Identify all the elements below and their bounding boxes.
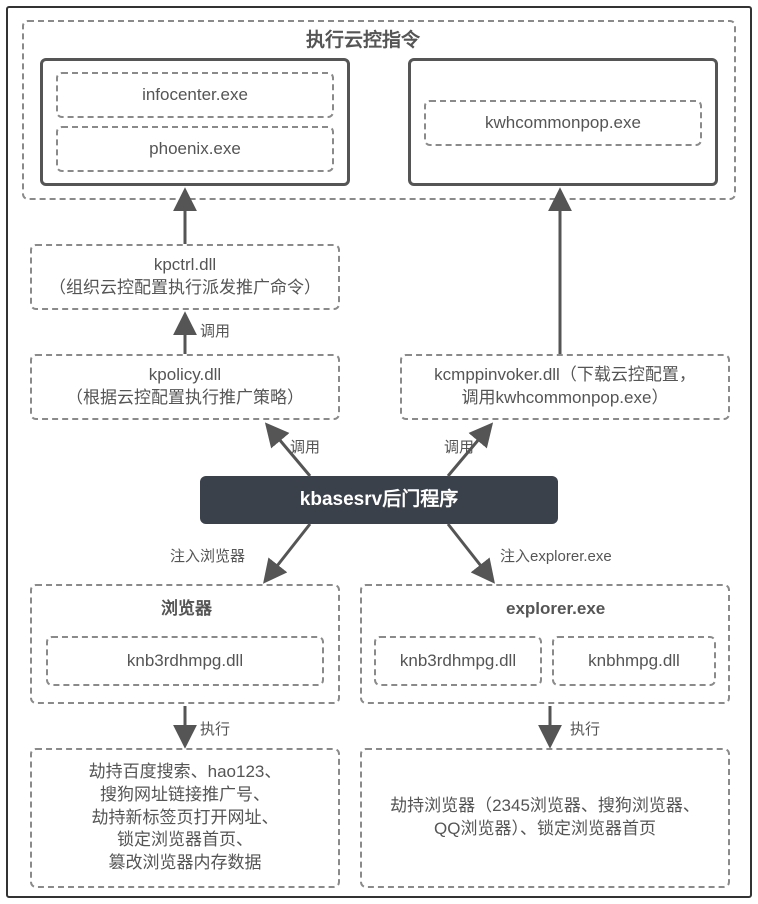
knb3-left-label: knb3rdhmpg.dll [121,648,249,675]
infocenter-node: infocenter.exe [56,72,334,118]
kbasesrv-node: kbasesrv后门程序 [200,476,558,524]
kcmppinvoker-node: kcmppinvoker.dll（下载云控配置， 调用kwhcommonpop.… [400,354,730,420]
result-right-node: 劫持浏览器（2345浏览器、搜狗浏览器、 QQ浏览器）、锁定浏览器首页 [360,748,730,888]
diagram-canvas: 执行云控指令 infocenter.exe phoenix.exe kwhcom… [0,0,758,904]
edge-label-call-kpctrl: 调用 [200,320,230,341]
kpolicy-node: kpolicy.dll （根据云控配置执行推广策略） [30,354,340,420]
explorer-title: explorer.exe [500,596,611,623]
kwhcommonpop-label: kwhcommonpop.exe [479,110,647,137]
kbasesrv-label: kbasesrv后门程序 [294,485,464,515]
knb3-left-node: knb3rdhmpg.dll [46,636,324,686]
phoenix-node: phoenix.exe [56,126,334,172]
browser-title: 浏览器 [155,596,218,623]
phoenix-label: phoenix.exe [143,136,247,163]
knb3-right-node: knb3rdhmpg.dll [374,636,542,686]
edge-label-call-kcmppinvoker: 调用 [444,436,474,457]
kwhcommonpop-node: kwhcommonpop.exe [424,100,702,146]
kpolicy-label: kpolicy.dll （根据云控配置执行推广策略） [60,362,310,412]
result-left-label: 劫持百度搜索、hao123、 搜狗网址链接推广号、 劫持新标签页打开网址、 锁定… [83,759,288,878]
knbhmpg-node: knbhmpg.dll [552,636,716,686]
edge-label-inject-explorer: 注入explorer.exe [500,545,612,566]
result-left-node: 劫持百度搜索、hao123、 搜狗网址链接推广号、 劫持新标签页打开网址、 锁定… [30,748,340,888]
edge-label-call-kpolicy: 调用 [290,436,320,457]
edge-label-exec-left: 执行 [200,718,230,739]
kpctrl-label: kpctrl.dll （组织云控配置执行派发推广命令） [43,252,327,302]
result-right-label: 劫持浏览器（2345浏览器、搜狗浏览器、 QQ浏览器）、锁定浏览器首页 [384,793,706,843]
edge-label-inject-browser: 注入浏览器 [170,545,245,566]
cloud-commands-title: 执行云控指令 [300,26,426,56]
knbhmpg-label: knbhmpg.dll [582,648,686,675]
infocenter-label: infocenter.exe [136,82,254,109]
kpctrl-node: kpctrl.dll （组织云控配置执行派发推广命令） [30,244,340,310]
knb3-right-label: knb3rdhmpg.dll [394,648,522,675]
edge-label-exec-right: 执行 [570,718,600,739]
kcmppinvoker-label: kcmppinvoker.dll（下载云控配置， 调用kwhcommonpop.… [428,362,702,412]
